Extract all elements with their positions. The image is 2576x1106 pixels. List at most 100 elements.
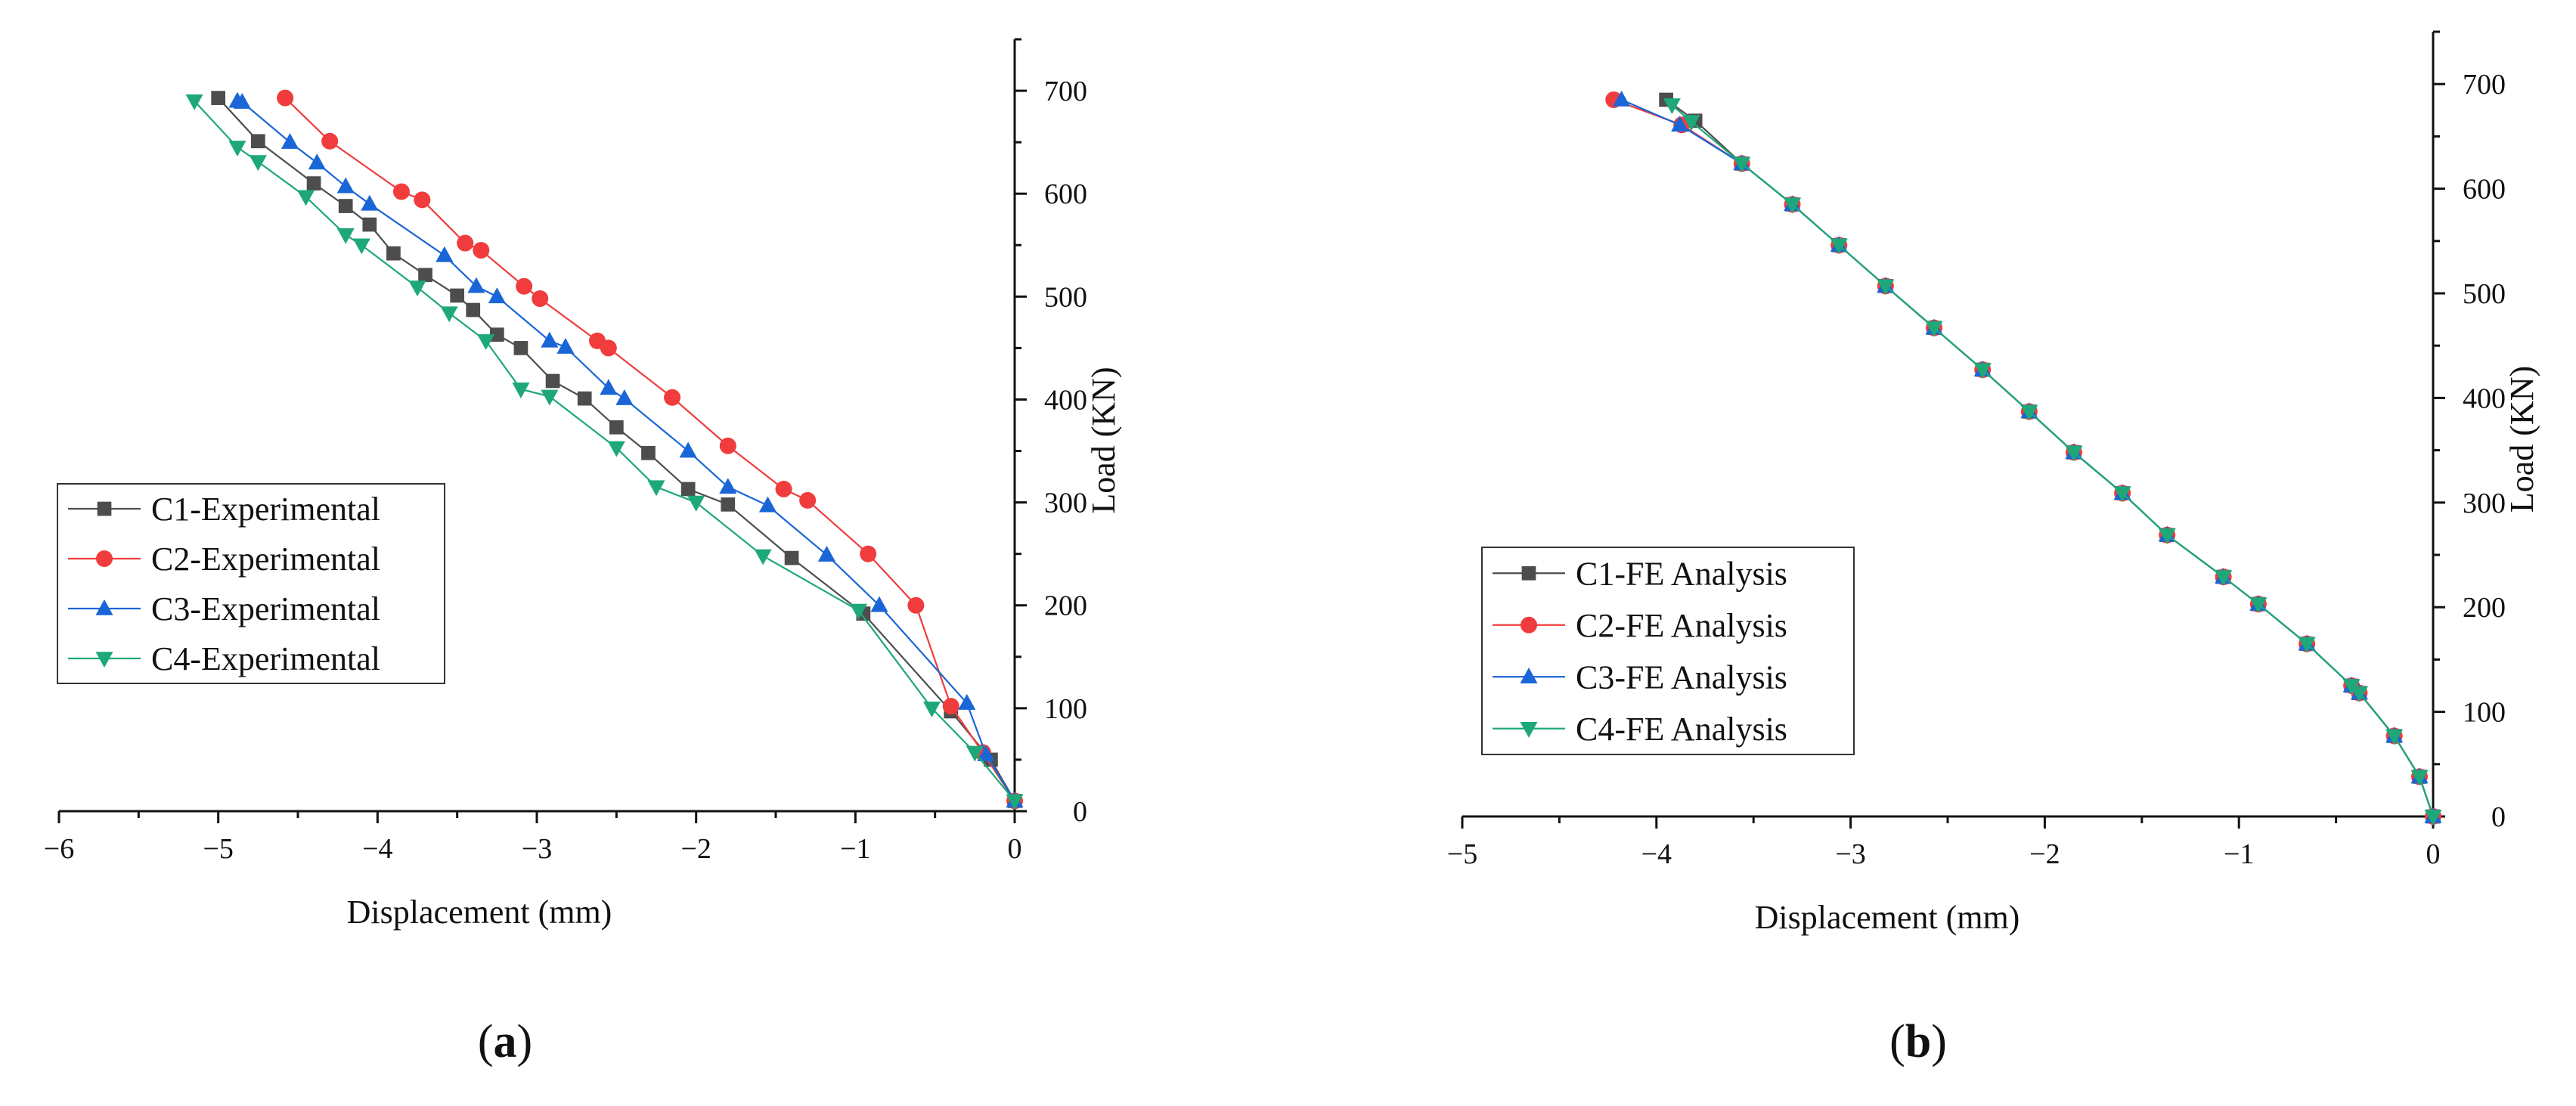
data-point xyxy=(2410,770,2429,786)
data-point xyxy=(641,445,656,460)
chart-panel-a: −6 −5 −4 −3 −2 −1 0 0 100 200 300 400 500 600 700 Displ… xyxy=(44,38,1122,1067)
data-point xyxy=(1830,238,1848,255)
data-point xyxy=(589,332,606,349)
legend-label: C2-FE Analysis xyxy=(1576,607,1787,644)
data-point xyxy=(799,491,817,509)
data-point xyxy=(977,745,995,761)
data-point xyxy=(1784,197,1802,214)
data-point xyxy=(338,199,353,213)
data-point xyxy=(392,183,410,200)
y-tick-label: 0 xyxy=(2491,801,2506,833)
series-line xyxy=(237,100,1015,801)
x-tick-label: 0 xyxy=(1008,833,1022,865)
series-c4-experimental xyxy=(185,94,1024,810)
data-point xyxy=(615,389,634,405)
data-point xyxy=(607,441,625,457)
chart-panel-b: −5 −4 −3 −2 −1 0 0 100 200 300 400 500 600 700 Displac… xyxy=(1447,30,2540,1067)
x-tick-label: −1 xyxy=(2224,838,2254,870)
data-point xyxy=(664,389,681,406)
data-point xyxy=(2113,486,2131,503)
data-point xyxy=(362,217,377,232)
data-point xyxy=(436,246,454,262)
x-tick-label: −2 xyxy=(2029,838,2060,870)
x-tick-label: −2 xyxy=(680,833,711,865)
data-point xyxy=(185,94,203,110)
data-point xyxy=(1613,90,1631,107)
y-tick-label: 200 xyxy=(1044,590,1087,622)
data-point xyxy=(386,246,401,261)
data-point xyxy=(440,306,458,323)
data-point xyxy=(516,277,533,295)
x-tick-label: −4 xyxy=(362,833,392,865)
data-point xyxy=(250,134,265,149)
data-point xyxy=(758,496,777,513)
data-point xyxy=(414,191,431,209)
legend-label: C3-FE Analysis xyxy=(1576,658,1787,696)
data-point xyxy=(2065,445,2083,462)
legend: C1-Experimental C2-Experimental C3-Experim… xyxy=(57,483,445,684)
legend: C1-FE Analysis C2-FE Analysis C3-FE Analys… xyxy=(1481,547,1855,755)
data-point xyxy=(1671,116,1689,132)
y-tick-label: 600 xyxy=(1044,178,1087,210)
data-point xyxy=(754,549,772,565)
data-point xyxy=(817,545,835,562)
data-point xyxy=(2298,637,2316,653)
series-line xyxy=(217,97,1015,801)
legend-marker xyxy=(97,501,112,516)
data-point xyxy=(308,153,326,170)
data-point xyxy=(958,693,976,710)
data-point xyxy=(2215,570,2233,587)
y-tick-label: 300 xyxy=(2463,488,2506,519)
y-tick-label: 0 xyxy=(1073,796,1087,828)
y-tick-label: 400 xyxy=(1044,384,1087,416)
data-point xyxy=(1663,98,1681,114)
y-axis-title: Load (KN) xyxy=(2503,366,2540,513)
data-point xyxy=(721,497,736,512)
x-tick-label: −5 xyxy=(1447,838,1477,870)
data-point xyxy=(281,133,299,149)
x-tick-label: −1 xyxy=(840,833,870,865)
data-point xyxy=(600,379,618,395)
data-point xyxy=(2249,597,2268,614)
data-point xyxy=(488,287,506,304)
data-point xyxy=(296,190,315,206)
data-point xyxy=(466,302,481,318)
series-c4-fe-analysis xyxy=(1663,98,2442,826)
legend-marker xyxy=(1520,668,1538,684)
data-point xyxy=(457,234,474,252)
data-point xyxy=(784,550,799,565)
data-point xyxy=(2020,404,2038,421)
data-point xyxy=(870,596,888,612)
data-point xyxy=(336,228,355,244)
x-axis-title: Displacement (mm) xyxy=(1755,899,2020,936)
data-point xyxy=(306,176,321,191)
legend-label: C2-Experimental xyxy=(151,541,380,578)
data-point xyxy=(942,698,959,715)
y-axis-title: Load (KN) xyxy=(1085,367,1122,513)
data-point xyxy=(513,341,529,355)
x-tick-label: −4 xyxy=(1641,838,1672,870)
data-point xyxy=(719,437,736,454)
legend-label: C4-Experimental xyxy=(151,640,380,677)
data-point xyxy=(680,482,696,497)
y-tick-label: 400 xyxy=(2463,383,2506,414)
data-point xyxy=(577,391,592,406)
data-point xyxy=(907,596,925,614)
data-point xyxy=(922,702,941,717)
legend-marker xyxy=(95,652,113,668)
data-point xyxy=(541,331,559,348)
data-point xyxy=(477,334,495,350)
y-tick-label: 600 xyxy=(2463,174,2506,206)
y-tick-label: 300 xyxy=(1044,488,1087,519)
legend-box xyxy=(57,483,445,684)
panel-label: (a) xyxy=(478,1016,532,1067)
data-point xyxy=(249,155,267,172)
legend-box xyxy=(1481,547,1855,755)
data-point xyxy=(849,603,868,620)
data-point xyxy=(2158,528,2176,544)
y-tick-label: 200 xyxy=(2463,592,2506,624)
legend-label: C4-FE Analysis xyxy=(1576,711,1787,748)
data-point xyxy=(228,91,246,108)
data-point xyxy=(473,242,490,259)
